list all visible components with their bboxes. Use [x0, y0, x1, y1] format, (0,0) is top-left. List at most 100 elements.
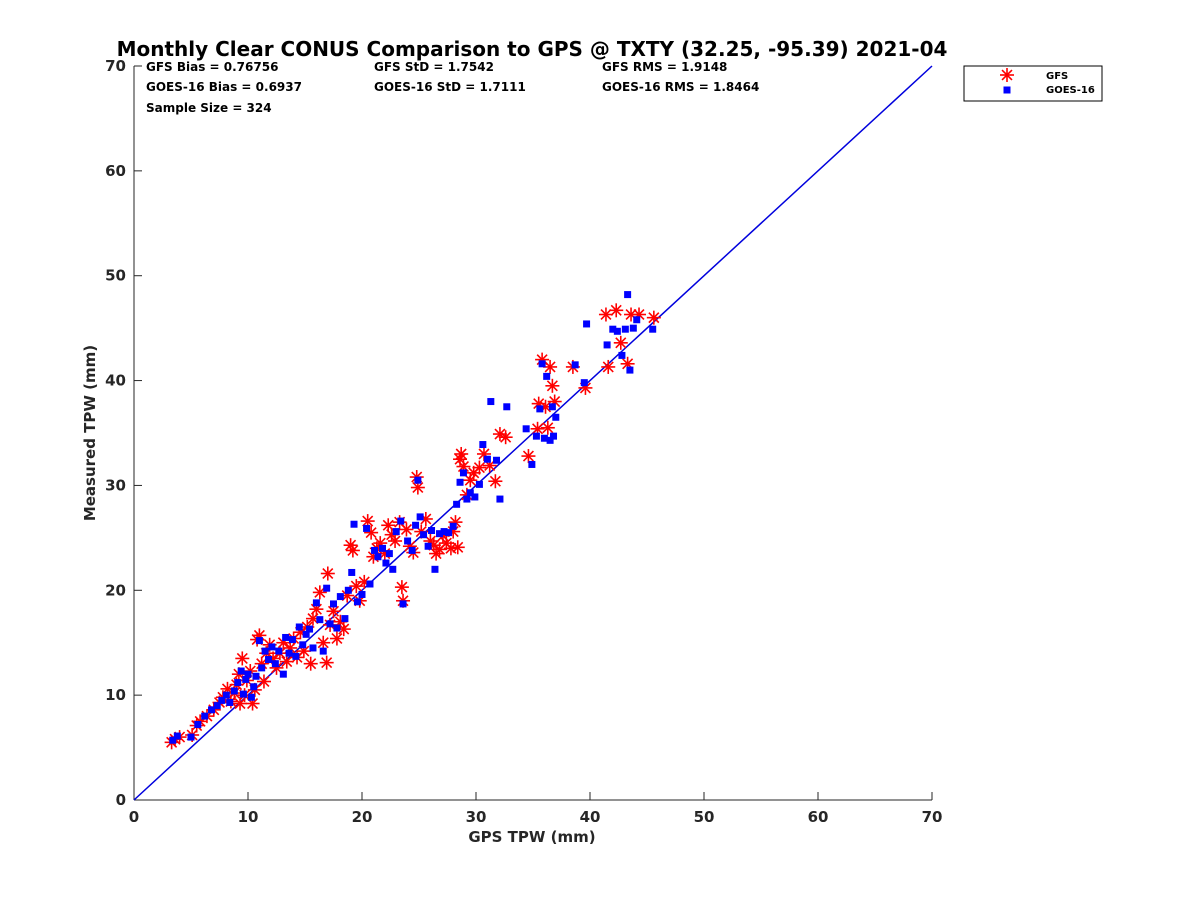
gfs-point: [521, 449, 536, 464]
goes-16-point: [493, 456, 501, 464]
goes-16-point: [312, 599, 320, 607]
goes-16-point: [250, 683, 258, 691]
goes-16-point: [543, 372, 551, 380]
goes-16-point: [456, 478, 464, 486]
goes-16-point: [187, 733, 195, 741]
goes-16-point: [336, 593, 344, 601]
gfs-point: [545, 378, 560, 393]
goes-16-point: [626, 366, 634, 374]
stat-goes-bias: GOES-16 Bias = 0.6937: [146, 80, 302, 94]
gfs-point: [488, 474, 503, 489]
goes-16-point: [247, 693, 255, 701]
legend-label-goes: GOES-16: [1046, 85, 1095, 96]
goes-16-point: [261, 647, 269, 655]
goes-16-point: [213, 702, 221, 710]
y-tick-label: 60: [105, 162, 126, 180]
goes-16-point: [548, 403, 556, 411]
goes-16-point: [348, 568, 356, 576]
goes-16-point: [275, 647, 283, 655]
goes-16-point: [466, 489, 474, 497]
goes-16-point: [379, 544, 387, 552]
goes-16-point: [536, 405, 544, 413]
gfs-point: [613, 335, 628, 350]
goes-16-point: [532, 432, 540, 440]
gfs-point: [303, 656, 318, 671]
x-tick-label: 0: [129, 808, 139, 826]
goes-16-point: [408, 546, 416, 554]
goes-16-point: [453, 500, 461, 508]
goes-16-point: [428, 527, 436, 535]
goes-16-point: [399, 600, 407, 608]
gfs-point: [450, 540, 465, 555]
y-tick-label: 50: [105, 267, 126, 285]
goes-16-point: [330, 600, 337, 608]
goes-16-point: [244, 670, 252, 678]
goes-16-point: [475, 480, 483, 488]
chart-title: Monthly Clear CONUS Comparison to GPS @ …: [117, 37, 948, 61]
stat-gfs-bias: GFS Bias = 0.76756: [146, 60, 278, 74]
gfs-point: [312, 585, 327, 600]
goes-16-point: [218, 696, 226, 704]
goes-16-point: [265, 655, 273, 663]
goes-16-point: [302, 630, 310, 638]
goes-16-point: [222, 691, 230, 699]
goes-16-point: [479, 441, 487, 449]
goes-16-point: [621, 325, 629, 333]
goes-16-point: [416, 513, 424, 521]
goes-16-point: [341, 615, 349, 623]
goes-16-point: [292, 652, 300, 660]
x-tick-label: 60: [808, 808, 829, 826]
gfs-point: [454, 446, 469, 461]
goes-16-point: [522, 425, 530, 433]
goes-16-point: [169, 736, 177, 744]
goes-16-point: [344, 586, 352, 594]
y-tick-label: 0: [116, 791, 126, 809]
goes-16-point: [571, 361, 579, 369]
goes-16-point: [353, 598, 361, 606]
legend-gfs-asterisk: [1000, 68, 1014, 82]
goes-16-point: [279, 670, 287, 678]
goes-16-point: [404, 537, 412, 545]
goes-16-point: [459, 469, 467, 477]
goes-16-point: [414, 476, 422, 484]
goes-16-point: [392, 528, 400, 536]
goes-16-point: [271, 660, 279, 668]
gfs-point: [646, 310, 661, 325]
goes-16-point: [358, 590, 366, 598]
stat-goes-rms: GOES-16 RMS = 1.8464: [602, 80, 759, 94]
gfs-point: [256, 674, 271, 689]
goes-16-point: [316, 616, 324, 624]
goes-16-point: [424, 542, 432, 550]
goes-16-point: [580, 379, 588, 387]
goes-16-point: [385, 550, 393, 558]
legend-label-gfs: GFS: [1046, 71, 1068, 82]
goes-16-point: [633, 316, 641, 324]
goes-16-point: [194, 721, 202, 729]
x-tick-label: 70: [922, 808, 943, 826]
goes-16-point: [252, 672, 260, 680]
y-tick-label: 20: [105, 581, 126, 599]
gfs-point: [320, 566, 335, 581]
goes-16-point: [389, 565, 397, 573]
goes-16-point: [234, 679, 242, 687]
stats-block: GFS Bias = 0.76756 GFS StD = 1.7542 GFS …: [146, 60, 759, 115]
y-tick-label: 70: [105, 57, 126, 75]
goes-16-point: [440, 528, 448, 536]
gfs-point: [279, 654, 294, 669]
goes-16-point: [463, 495, 471, 503]
y-tick-label: 40: [105, 372, 126, 390]
gfs-point: [326, 604, 341, 619]
goes-16-point: [552, 413, 560, 421]
gfs-point: [598, 307, 613, 322]
x-tick-label: 10: [238, 808, 259, 826]
goes-16-point: [483, 455, 491, 463]
legend-asterisk-marker: [1000, 68, 1014, 82]
stat-gfs-rms: GFS RMS = 1.9148: [602, 60, 727, 74]
goes-16-point: [371, 546, 379, 554]
y-tick-label: 10: [105, 686, 126, 704]
legend-square-marker: [1003, 86, 1011, 94]
stat-sample-size: Sample Size = 324: [146, 101, 272, 115]
y-tick-label: 30: [105, 476, 126, 494]
gfs-point: [609, 303, 624, 318]
goes-16-point: [242, 675, 250, 683]
